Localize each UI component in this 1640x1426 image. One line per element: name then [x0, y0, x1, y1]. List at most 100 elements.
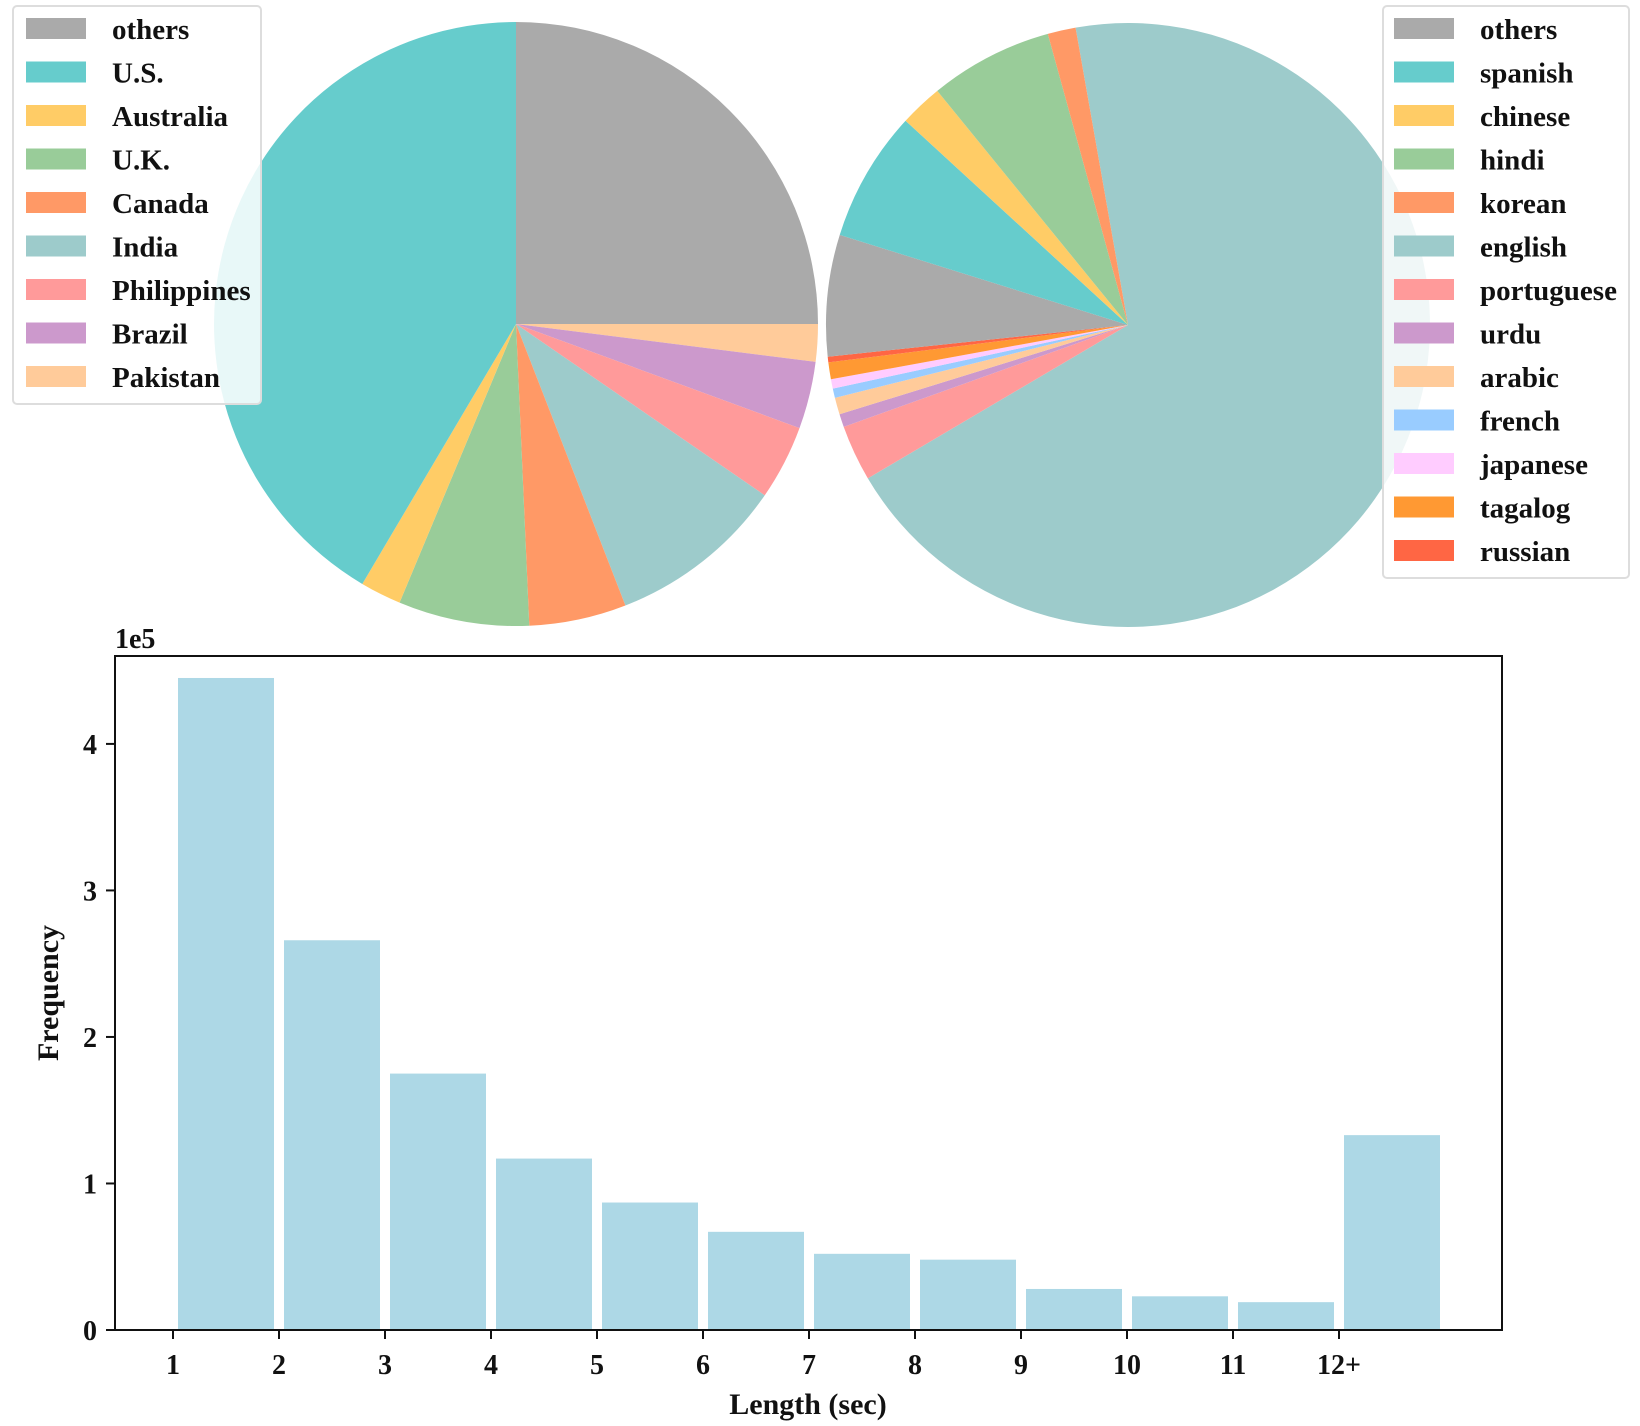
bar-10: [1132, 1296, 1228, 1330]
bar-4: [496, 1158, 592, 1330]
x-tick-label-1: 1: [166, 1350, 180, 1381]
legend-swatch-pakistan: [26, 366, 86, 387]
x-tick-label-10: 10: [1113, 1350, 1141, 1381]
bar-6: [708, 1231, 804, 1330]
legend-label-hindi: hindi: [1480, 145, 1545, 177]
legend-swatch-canada: [26, 192, 86, 213]
legend-swatch-chinese: [1394, 105, 1454, 126]
pie-slice-russian: [827, 325, 1128, 363]
bar-8: [920, 1259, 1016, 1330]
legend-label-tagalog: tagalog: [1480, 493, 1571, 525]
legend-swatch-u-s: [26, 61, 86, 83]
pie-slice-india: [516, 324, 765, 606]
legend-label-urdu: urdu: [1480, 319, 1541, 351]
pie-slice-tagalog: [828, 325, 1128, 380]
pie-slice-u-k: [399, 324, 530, 627]
bar-12: [1344, 1135, 1440, 1330]
legend-swatch-japanese: [1394, 453, 1454, 474]
x-tick-label-2: 2: [272, 1350, 286, 1381]
legend-label-australia: Australia: [112, 101, 229, 133]
legend-swatch-russian: [1394, 540, 1454, 561]
y-tick-label-2: 2: [83, 1023, 97, 1054]
legend-label-pakistan: Pakistan: [112, 362, 220, 394]
bar-5: [602, 1202, 698, 1330]
pie-slice-spanish: [839, 120, 1128, 326]
legend-label-philippines: Philippines: [112, 275, 251, 307]
pie-slice-pakistan: [516, 324, 818, 362]
pie-slice-u-s: [214, 22, 517, 584]
pie-slice-chinese: [905, 90, 1128, 325]
x-tick-label-4: 4: [484, 1350, 498, 1381]
bar-3: [390, 1073, 486, 1330]
y-axis-label: Frequency: [32, 925, 65, 1061]
legend-swatch-australia: [26, 105, 86, 126]
pie-chart-countries: [214, 22, 818, 627]
x-tick-label-7: 7: [802, 1350, 816, 1381]
legend-label-u-s: U.S.: [112, 58, 164, 90]
y-tick-label-3: 3: [83, 876, 97, 907]
legend-label-others: others: [1480, 14, 1557, 46]
legend-swatch-brazil: [26, 322, 86, 344]
x-tick-label-5: 5: [590, 1350, 604, 1381]
legend-swatch-others: [26, 18, 86, 39]
bar-1: [178, 677, 274, 1330]
x-tick-label-6: 6: [696, 1350, 710, 1381]
legend-label-korean: korean: [1480, 188, 1566, 220]
legend-label-brazil: Brazil: [112, 319, 188, 351]
pie-slice-brazil: [516, 324, 816, 429]
x-axis-label: Length (sec): [729, 1388, 886, 1421]
x-tick-label-12: 12+: [1317, 1350, 1361, 1381]
legend-swatch-urdu: [1394, 322, 1454, 344]
bar-7: [814, 1253, 910, 1330]
pie-slice-english: [867, 23, 1430, 628]
pie-slice-urdu: [839, 325, 1128, 427]
pie-chart-languages: [826, 23, 1430, 628]
bar-2: [284, 940, 380, 1330]
bar-9: [1026, 1288, 1122, 1330]
legend-swatch-u-k: [26, 148, 86, 170]
y-tick-label-0: 0: [83, 1316, 97, 1347]
legend-swatch-spanish: [1394, 61, 1454, 83]
legend-label-spanish: spanish: [1480, 58, 1574, 90]
pie-slice-french: [832, 325, 1128, 398]
legend-label-chinese: chinese: [1480, 101, 1570, 133]
pie-slice-others: [826, 234, 1128, 357]
y-offset-text: 1e5: [115, 624, 155, 655]
legend-label-french: french: [1480, 406, 1560, 438]
pie-slice-others: [516, 22, 818, 324]
legend-label-english: english: [1480, 232, 1567, 264]
legend-label-u-k: U.K.: [112, 145, 170, 177]
legend-label-portuguese: portuguese: [1480, 275, 1617, 307]
legend-swatch-hindi: [1394, 148, 1454, 170]
legend-swatch-tagalog: [1394, 496, 1454, 518]
legend-label-japanese: japanese: [1479, 449, 1588, 481]
legend-label-others: others: [112, 14, 189, 46]
y-tick-label-1: 1: [83, 1169, 97, 1200]
legend-swatch-portuguese: [1394, 279, 1454, 300]
legend-languages: others spanish chinese hindi korean english po…: [1382, 5, 1630, 579]
legend-swatch-french: [1394, 409, 1454, 431]
legend-swatch-philippines: [26, 279, 86, 300]
legend-swatch-korean: [1394, 192, 1454, 213]
x-tick-label-3: 3: [378, 1350, 392, 1381]
x-tick-label-11: 11: [1220, 1350, 1246, 1381]
x-tick-label-9: 9: [1014, 1350, 1028, 1381]
legend-label-russian: russian: [1480, 536, 1570, 568]
pie-slice-canada: [516, 324, 626, 626]
legend-swatch-english: [1394, 235, 1454, 257]
legend-swatch-others: [1394, 18, 1454, 39]
pie-slice-korean: [1047, 27, 1128, 326]
y-tick-label-4: 4: [83, 730, 97, 761]
x-tick-label-8: 8: [908, 1350, 922, 1381]
legend-swatch-arabic: [1394, 366, 1454, 387]
pie-slice-arabic: [834, 325, 1128, 415]
pie-slice-australia: [362, 324, 516, 603]
pie-slice-portuguese: [843, 325, 1128, 479]
legend-swatch-india: [26, 235, 86, 257]
pie-slice-philippines: [516, 324, 800, 496]
legend-label-arabic: arabic: [1480, 362, 1559, 394]
legend-label-india: India: [112, 232, 179, 264]
pie-slice-japanese: [830, 325, 1128, 389]
